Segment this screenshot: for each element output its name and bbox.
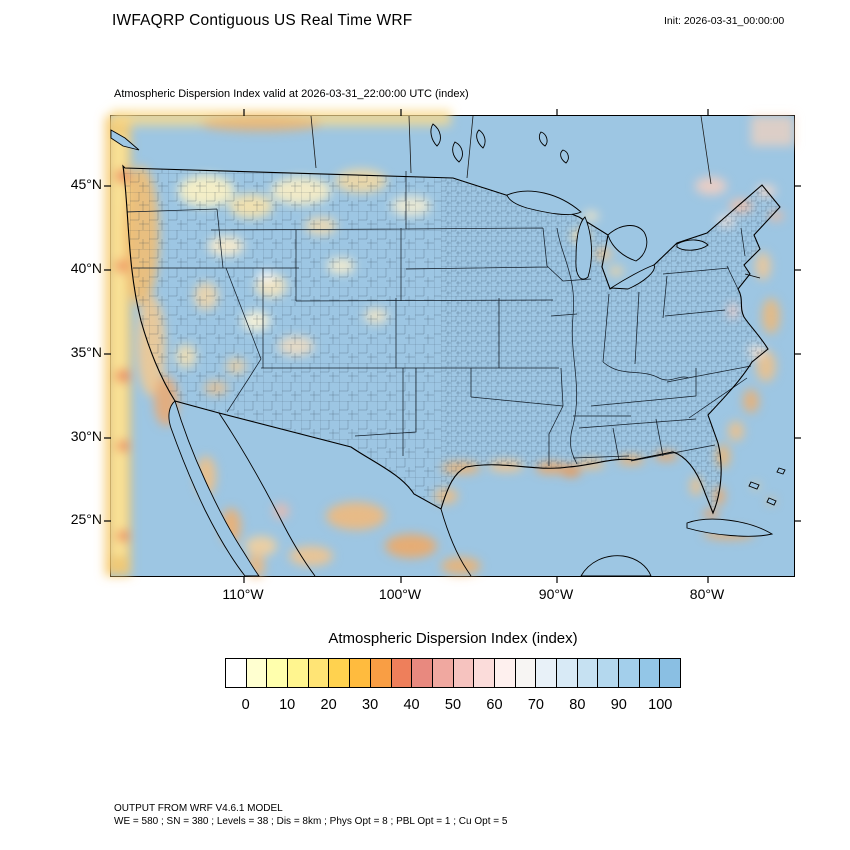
colorbar-tick-label: 40 bbox=[403, 697, 420, 713]
colorbar-cell bbox=[411, 659, 432, 687]
conus-adi-map bbox=[104, 109, 801, 583]
great-lakes bbox=[506, 190, 709, 290]
model-info-footer: OUTPUT FROM WRF V4.6.1 MODEL WE = 580 ; … bbox=[114, 802, 507, 828]
map-subtitle: Atmospheric Dispersion Index valid at 20… bbox=[114, 88, 469, 100]
colorbar-cell bbox=[431, 659, 453, 687]
colorbar-cell bbox=[638, 659, 660, 687]
colorbar-cell bbox=[452, 659, 474, 687]
colorbar-tick-label: 70 bbox=[527, 697, 544, 713]
colorbar-tick-label: 100 bbox=[648, 697, 673, 713]
colorbar-cell bbox=[266, 659, 288, 687]
lat-label-40n: 40°N bbox=[70, 260, 102, 276]
colorbar-tick-label: 90 bbox=[610, 697, 627, 713]
colorbar-tick-label: 60 bbox=[486, 697, 503, 713]
axis-ticks bbox=[104, 109, 801, 583]
colorbar-cell bbox=[535, 659, 556, 687]
lon-label-100w: 100°W bbox=[378, 586, 422, 602]
colorbar-cell bbox=[618, 659, 639, 687]
other-coastlines bbox=[110, 123, 786, 577]
lat-label-45n: 45°N bbox=[70, 176, 102, 192]
lon-label-110w: 110°W bbox=[222, 586, 264, 602]
lon-label-80w: 80°W bbox=[689, 586, 725, 602]
colorbar-cell bbox=[307, 659, 329, 687]
canada-province-borders bbox=[310, 115, 712, 185]
colorbar-cell bbox=[556, 659, 577, 687]
lat-label-35n: 35°N bbox=[70, 344, 102, 360]
state-borders bbox=[126, 171, 752, 466]
colorbar-title: Atmospheric Dispersion Index (index) bbox=[328, 630, 578, 647]
page-title: IWFAQRP Contiguous US Real Time WRF bbox=[112, 12, 413, 29]
colorbar-cell bbox=[659, 659, 681, 687]
colorbar-cell bbox=[226, 659, 246, 687]
lat-label-25n: 25°N bbox=[70, 511, 102, 527]
colorbar-cell bbox=[349, 659, 370, 687]
colorbar-cell bbox=[576, 659, 598, 687]
colorbar-cell bbox=[514, 659, 536, 687]
colorbar-cell bbox=[328, 659, 350, 687]
colorbar-tick-label: 30 bbox=[362, 697, 379, 713]
model-info-line2: WE = 580 ; SN = 380 ; Levels = 38 ; Dis … bbox=[114, 816, 508, 827]
colorbar-cell bbox=[287, 659, 308, 687]
model-info-line1: OUTPUT FROM WRF V4.6.1 MODEL bbox=[114, 803, 283, 814]
lat-label-30n: 30°N bbox=[70, 428, 102, 444]
colorbar-tick-label: 0 bbox=[241, 697, 250, 713]
colorbar-tick-label: 50 bbox=[444, 697, 462, 713]
colorbar-cell bbox=[597, 659, 619, 687]
colorbar-cell bbox=[493, 659, 515, 687]
lon-label-90w: 90°W bbox=[538, 586, 574, 602]
colorbar-cell bbox=[473, 659, 494, 687]
colorbar-tick-labels: 0 10 20 30 40 50 60 70 80 90 100 bbox=[225, 697, 681, 715]
colorbar bbox=[225, 658, 681, 688]
init-timestamp: Init: 2026-03-31_00:00:00 bbox=[664, 15, 785, 27]
colorbar-tick-label: 10 bbox=[279, 697, 296, 713]
colorbar-cell bbox=[390, 659, 412, 687]
us-map-svg bbox=[104, 109, 801, 583]
colorbar-tick-label: 20 bbox=[320, 697, 337, 713]
colorbar-cell bbox=[245, 659, 267, 687]
colorbar-tick-label: 80 bbox=[569, 697, 586, 713]
colorbar-cell bbox=[369, 659, 391, 687]
